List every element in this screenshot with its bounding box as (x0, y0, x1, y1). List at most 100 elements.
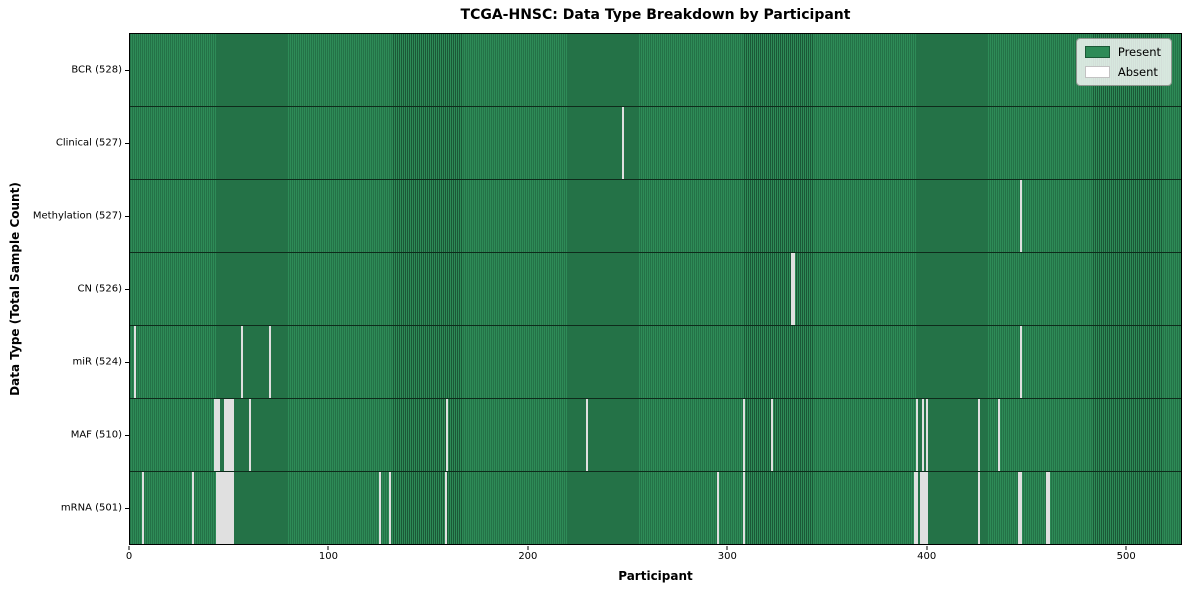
x-tickmark (327, 546, 329, 550)
y-axis-labels: BCR (528) Clinical (527) Methylation (527)… (0, 33, 122, 545)
y-tickmark (125, 435, 129, 437)
absent-mark (229, 472, 232, 544)
absent-mark (215, 399, 218, 471)
y-axis-tickmarks (125, 33, 129, 545)
x-tickmark (726, 546, 728, 550)
absent-swatch-icon (1084, 66, 1110, 78)
absent-mark (1047, 472, 1050, 544)
legend-label-absent: Absent (1117, 65, 1158, 79)
chart-title: TCGA-HNSC: Data Type Breakdown by Partic… (460, 7, 851, 23)
absent-mark (997, 399, 1000, 471)
absent-mark (444, 472, 447, 544)
y-tick-label: BCR (528) (71, 64, 122, 76)
heatmap-row-maf (130, 398, 1181, 471)
absent-mark (920, 472, 923, 544)
x-axis-title: Participant (618, 569, 693, 583)
absent-mark (1045, 472, 1048, 544)
absent-mark (225, 472, 228, 544)
y-tick-label: Clinical (527) (55, 137, 122, 149)
heatmap-row-cn (130, 252, 1181, 325)
y-tick-label: Methylation (527) (32, 210, 122, 222)
y-tickmark (125, 362, 129, 364)
absent-mark (926, 399, 929, 471)
absent-mark (213, 399, 216, 471)
y-tickmark (125, 69, 129, 71)
x-tickmark (926, 546, 928, 550)
absent-mark (1019, 326, 1022, 398)
legend-label-present: Present (1117, 45, 1161, 59)
absent-mark (378, 472, 381, 544)
absent-mark (743, 472, 746, 544)
y-tickmark (125, 289, 129, 290)
absent-mark (770, 399, 773, 471)
x-tick-label: 400 (917, 551, 937, 562)
x-tickmark (128, 546, 130, 550)
absent-mark (922, 399, 925, 471)
absent-mark (133, 326, 136, 398)
absent-mark (977, 472, 980, 544)
absent-mark (924, 472, 927, 544)
absent-mark (717, 472, 720, 544)
x-tick-label: 0 (125, 551, 133, 562)
y-tick-label: mRNA (501) (60, 502, 122, 514)
absent-mark (223, 399, 226, 471)
absent-mark (231, 399, 234, 471)
absent-mark (219, 472, 222, 544)
legend-item-absent: Absent (1084, 65, 1161, 79)
absent-mark (227, 472, 230, 544)
x-axis-labels: 0 100 200 300 400 500 (125, 551, 1182, 564)
absent-mark (621, 107, 624, 179)
absent-mark (241, 326, 244, 398)
x-tick-label: 200 (518, 551, 538, 562)
x-tickmark (527, 546, 529, 550)
absent-mark (229, 399, 232, 471)
absent-mark (191, 472, 194, 544)
absent-mark (916, 399, 919, 471)
present-swatch-icon (1084, 46, 1110, 58)
absent-mark (977, 399, 980, 471)
absent-mark (914, 472, 917, 544)
plot-area: Present Absent (129, 33, 1182, 545)
absent-mark (916, 472, 919, 544)
absent-mark (221, 472, 224, 544)
heatmap-row-mir (130, 325, 1181, 398)
x-tickmark (1125, 546, 1127, 550)
y-tick-label: CN (526) (77, 283, 122, 295)
absent-mark (217, 472, 220, 544)
legend-item-present: Present (1084, 45, 1161, 59)
heatmap-row-clinical (130, 106, 1181, 179)
absent-mark (922, 472, 925, 544)
heatmap-row-bcr (130, 34, 1181, 106)
absent-mark (790, 253, 793, 325)
absent-mark (225, 399, 228, 471)
absent-mark (585, 399, 588, 471)
absent-mark (249, 399, 252, 471)
absent-mark (141, 472, 144, 544)
heatmap-row-mrna (130, 471, 1181, 544)
absent-mark (1019, 472, 1022, 544)
absent-mark (1017, 472, 1020, 544)
x-axis-tickmarks (128, 545, 1182, 550)
absent-mark (231, 472, 234, 544)
absent-mark (926, 472, 929, 544)
legend: Present Absent (1075, 38, 1172, 86)
absent-mark (1019, 180, 1022, 252)
absent-mark (217, 399, 220, 471)
absent-mark (223, 472, 226, 544)
x-tick-label: 300 (717, 551, 737, 562)
y-tickmark (125, 508, 129, 510)
absent-mark (269, 326, 272, 398)
absent-mark (743, 399, 746, 471)
absent-mark (227, 399, 230, 471)
y-tick-label: miR (524) (72, 356, 122, 368)
absent-mark (388, 472, 391, 544)
x-tick-label: 500 (1116, 551, 1136, 562)
y-tickmark (125, 142, 129, 144)
absent-mark (792, 253, 795, 325)
y-tickmark (125, 215, 129, 217)
x-tick-label: 100 (318, 551, 338, 562)
y-tick-label: MAF (510) (70, 429, 122, 441)
absent-mark (215, 472, 218, 544)
absent-mark (446, 399, 449, 471)
